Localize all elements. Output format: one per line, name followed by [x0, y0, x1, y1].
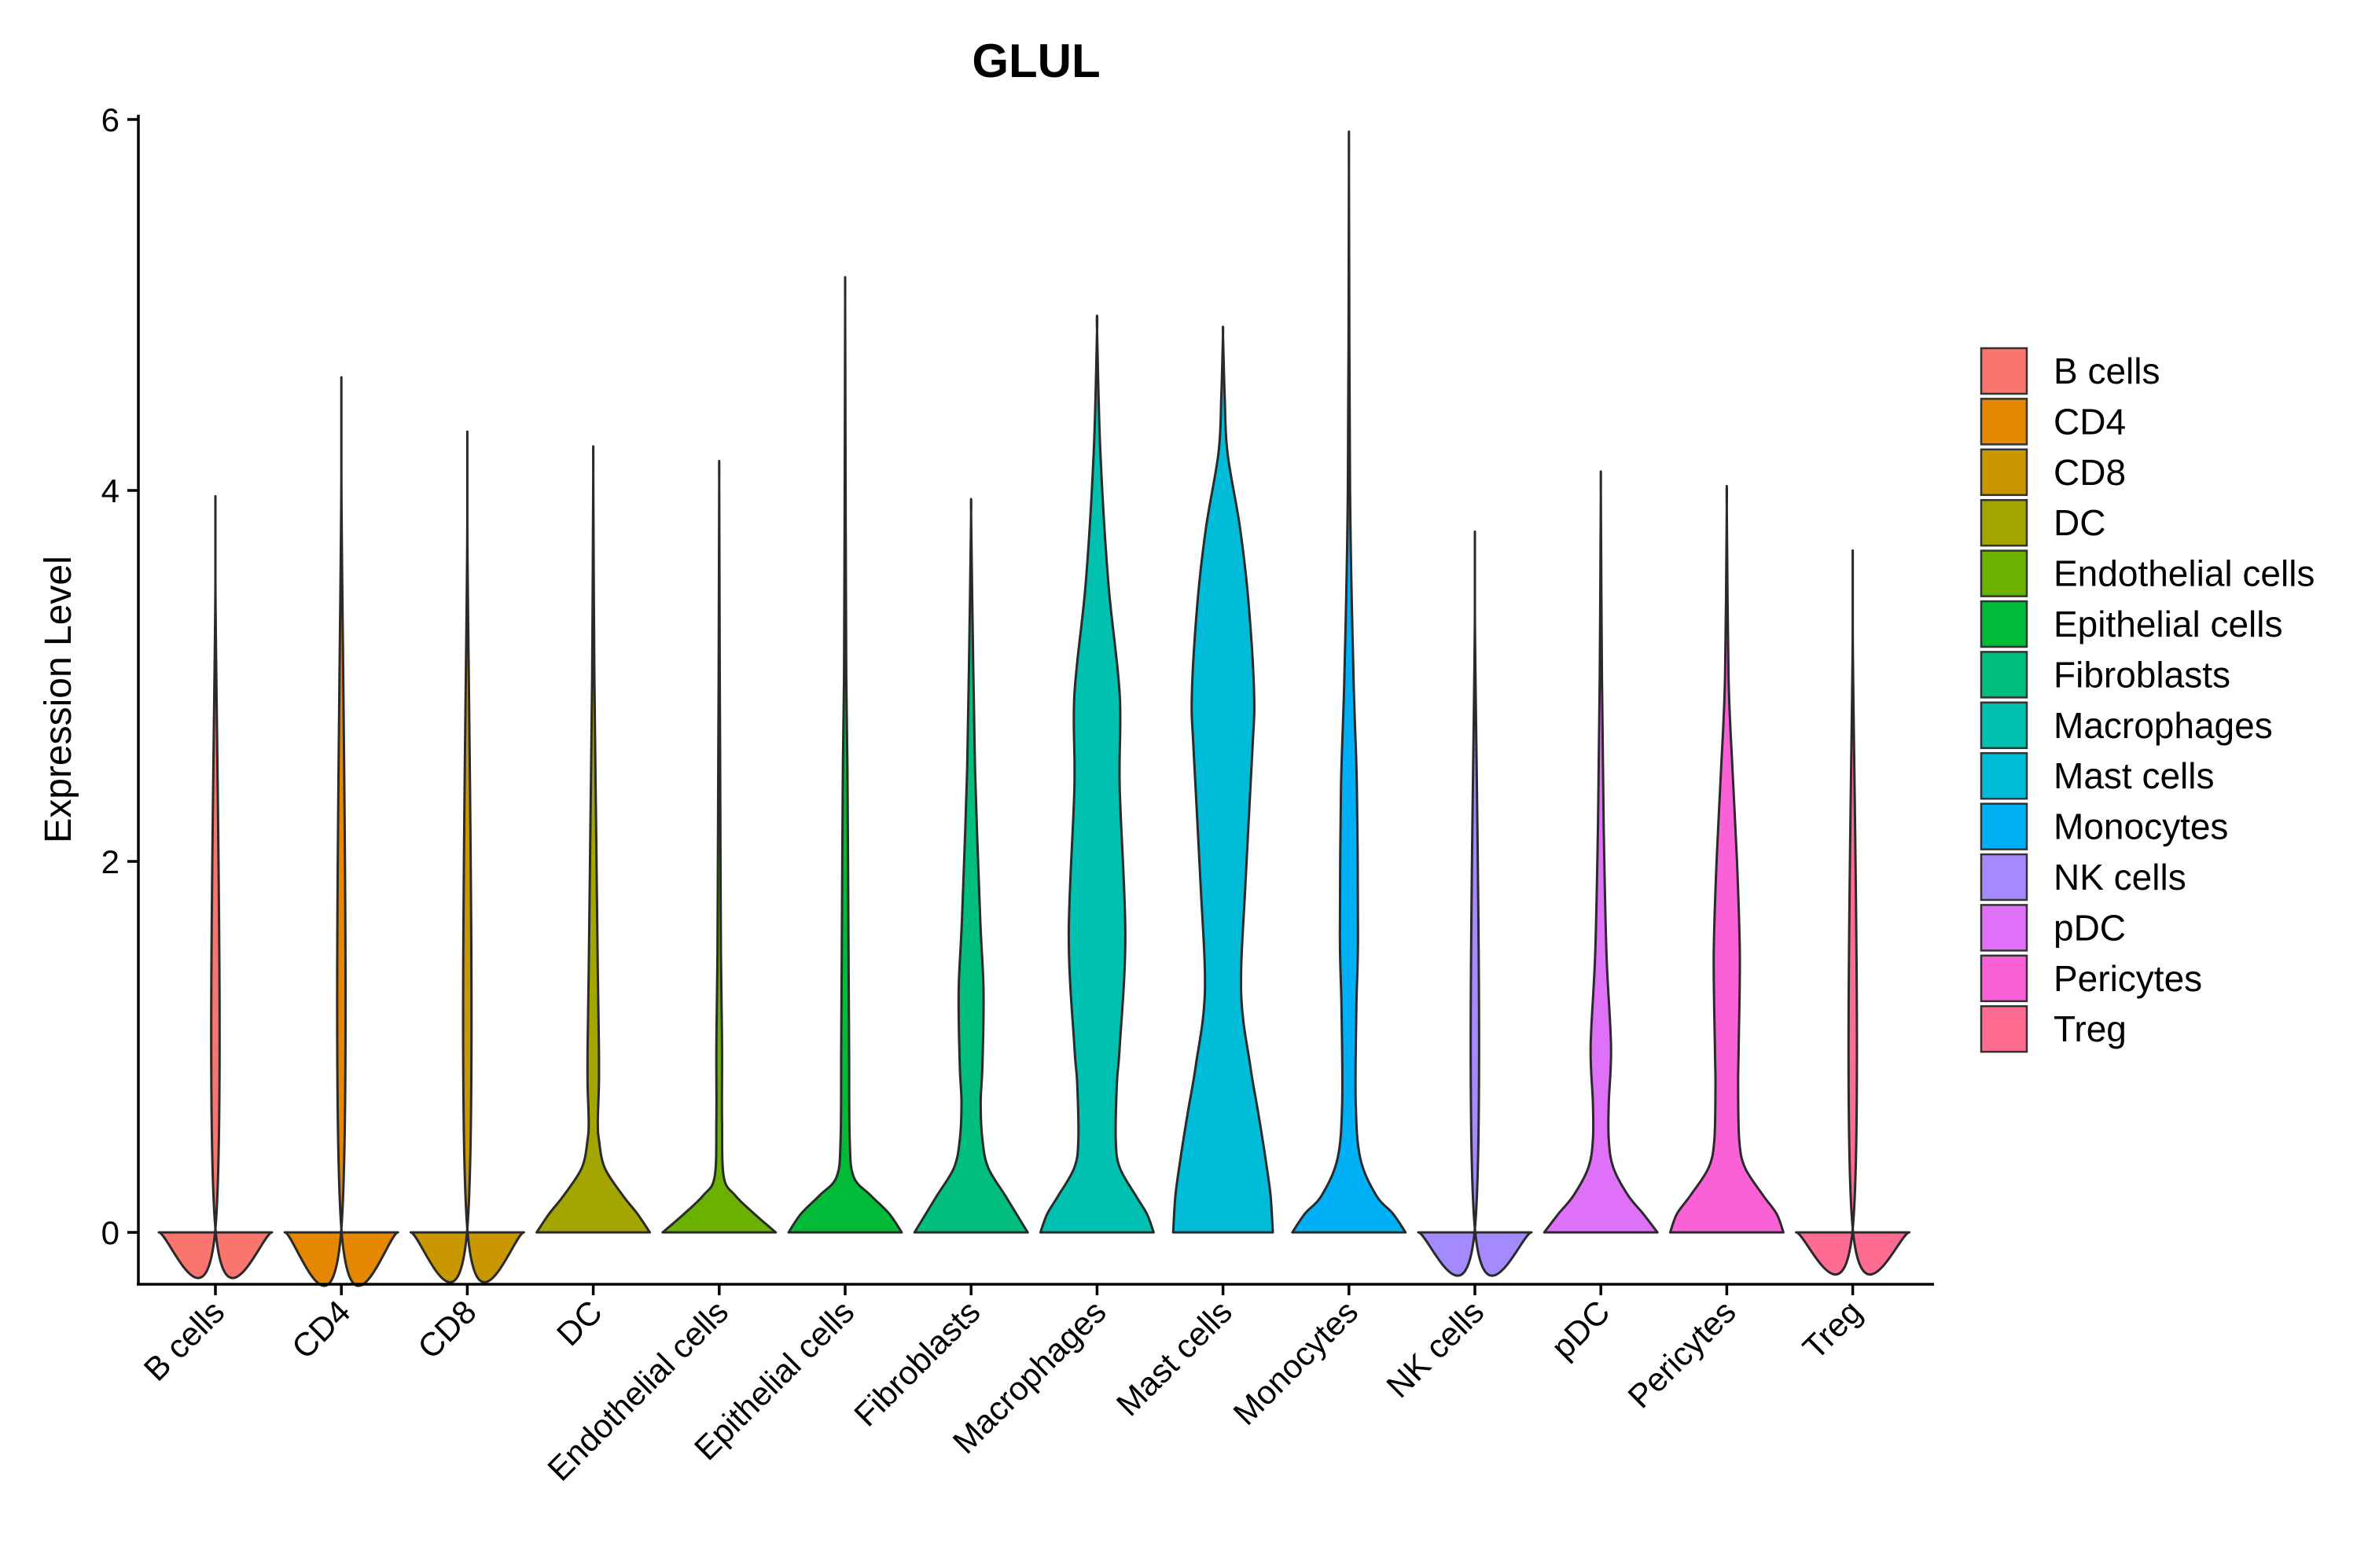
legend: B cells CD4 CD8 DC Endothelial cells Epitheli… [1980, 347, 2315, 1053]
x-tick-label-dc: DC [550, 1293, 609, 1353]
legend-key-dc [1980, 498, 2028, 547]
x-tick-label-monocytes: Monocytes [1226, 1293, 1365, 1432]
violin-epithelial-cells [787, 276, 903, 1234]
x-tick-label-nk-cells: NK cells [1379, 1293, 1491, 1405]
violin-dc [535, 445, 652, 1234]
legend-key-nk-cells [1980, 853, 2028, 902]
x-tick-label-cd4: CD4 [285, 1293, 358, 1366]
legend-key-cd8 [1980, 448, 2028, 497]
legend-label-dc: DC [2054, 502, 2105, 543]
legend-label-mast-cells: Mast cells [2054, 755, 2214, 796]
legend-label-cd4: CD4 [2054, 401, 2126, 442]
violin-cd4 [283, 376, 399, 1287]
chart-title: GLUL [972, 35, 1100, 87]
legend-key-monocytes [1980, 802, 2028, 850]
x-tick-label-b-cells: B cells [137, 1293, 232, 1388]
legend-label-pericytes: Pericytes [2054, 958, 2202, 999]
legend-key-cd4 [1980, 398, 2028, 446]
legend-label-cd8: CD8 [2054, 452, 2126, 493]
legend-label-fibroblasts: Fibroblasts [2054, 654, 2230, 695]
x-tick-label-mast-cells: Mast cells [1109, 1293, 1239, 1423]
legend-label-nk-cells: NK cells [2054, 857, 2186, 898]
axes [137, 115, 1934, 1286]
x-tick-label-pdc: pDC [1544, 1293, 1617, 1366]
legend-label-pdc: pDC [2054, 907, 2126, 948]
violin-cd8 [409, 430, 525, 1283]
violin-pdc [1543, 470, 1659, 1234]
legend-label-endothelial-cells: Endothelial cells [2054, 553, 2315, 594]
violin-endothelial-cells [661, 460, 778, 1234]
legend-key-treg [1980, 1004, 2028, 1053]
violin-macrophages [1039, 314, 1155, 1234]
violin-monocytes [1291, 130, 1407, 1234]
x-tick-label-fibroblasts: Fibroblasts [847, 1293, 987, 1433]
y-tick-label: 4 [101, 472, 120, 509]
legend-key-mast-cells [1980, 751, 2028, 800]
legend-key-b-cells [1980, 347, 2028, 395]
legend-label-treg: Treg [2054, 1008, 2127, 1049]
violin-b-cells [157, 495, 274, 1280]
legend-key-fibroblasts [1980, 651, 2028, 699]
legend-key-epithelial-cells [1980, 600, 2028, 648]
y-tick-label: 0 [101, 1214, 120, 1251]
legend-key-macrophages [1980, 701, 2028, 750]
violin-nk-cells [1417, 531, 1533, 1277]
violin-treg [1795, 549, 1911, 1276]
x-tick-label-cd8: CD8 [410, 1293, 484, 1366]
legend-key-pericytes [1980, 954, 2028, 1003]
y-axis-label: Expression Level [38, 556, 79, 843]
violins [157, 130, 1911, 1287]
y-ticks: 0 2 4 6 [101, 101, 138, 1251]
x-tick-label-treg: Treg [1796, 1293, 1869, 1366]
legend-label-monocytes: Monocytes [2054, 806, 2228, 847]
legend-label-b-cells: B cells [2054, 351, 2160, 391]
y-tick-label: 6 [101, 101, 120, 138]
legend-label-epithelial-cells: Epithelial cells [2054, 604, 2282, 644]
violin-mast-cells [1171, 325, 1274, 1234]
x-tick-label-pericytes: Pericytes [1620, 1293, 1742, 1415]
legend-key-endothelial-cells [1980, 549, 2028, 597]
y-tick-label: 2 [101, 843, 120, 880]
violin-pericytes [1668, 485, 1785, 1234]
legend-key-pdc [1980, 904, 2028, 952]
violin-fibroblasts [913, 498, 1029, 1234]
legend-label-macrophages: Macrophages [2054, 705, 2273, 746]
